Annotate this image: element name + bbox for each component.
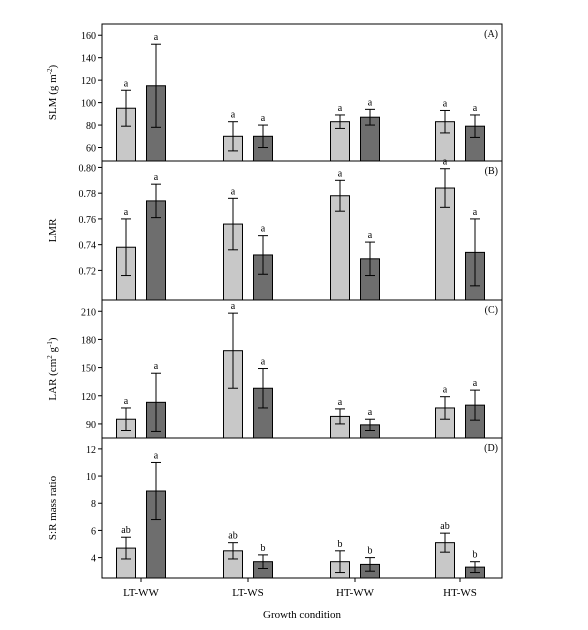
panel-c: 90 120 150 180 210 a a a a a a a a (C) LAR (cm2 g-1) [46, 299, 503, 439]
panel-b-significance-letter: a [473, 207, 478, 218]
panel-c-y-axis-label-mid: g [47, 346, 59, 355]
x-tick-label: HT-WS [443, 587, 477, 599]
panel-c-significance-letter: a [473, 378, 478, 389]
panel-a-y-tick-label: 60 [86, 144, 96, 155]
panel-d-y-tick-label: 8 [91, 499, 96, 510]
panel-a-significance-letter: a [338, 103, 343, 114]
panel-b-axes: 0.72 0.74 0.76 0.78 0.80 a a a a a a a a [79, 157, 503, 301]
panel-d-significance-letter: b [473, 550, 478, 561]
panel-a-y-axis-label: SLM (g m-2) [46, 64, 59, 120]
panel-a-y-tick-label: 160 [81, 31, 96, 42]
panel-b-y-tick-label: 0.76 [79, 215, 97, 226]
panel-a-y-axis-label-sup: -2 [46, 68, 54, 74]
panel-a-y-tick-label: 140 [81, 54, 96, 65]
panel-a-y-tick-label: 100 [81, 99, 96, 110]
panel-a-y-axis-label-close: ) [47, 64, 59, 68]
panel-c-y-tick-label: 90 [86, 420, 96, 431]
panel-b: 0.72 0.74 0.76 0.78 0.80 a a a a a a a a (B) LMR [47, 157, 503, 301]
panel-d-significance-letter: b [338, 539, 343, 550]
panel-b-y-tick-label: 0.72 [79, 266, 97, 277]
panel-b-significance-letter: a [368, 230, 373, 241]
panel-c-significance-letter: a [338, 397, 343, 408]
panel-a-significance-letter: a [124, 78, 129, 89]
panel-d-y-tick-label: 10 [86, 472, 96, 483]
panel-b-significance-letter: a [231, 186, 236, 197]
panel-d-y-tick-label: 4 [91, 554, 96, 565]
panel-c-significance-letter: a [368, 407, 373, 418]
panel-d-frame [101, 437, 503, 579]
x-axis-category-labels: LT-WW LT-WS HT-WW HT-WS [123, 578, 477, 599]
panel-c-significance-letter: a [231, 301, 236, 312]
panel-a-axes: 60 80 100 120 140 160 a a a a a a a a [81, 23, 503, 162]
panel-d-significance-letter: ab [440, 521, 449, 532]
x-tick-label: LT-WW [123, 587, 159, 599]
panel-b-y-axis-label: LMR [47, 218, 59, 243]
panel-d-y-axis-label: S:R mass ratio [47, 475, 59, 540]
panel-a-significance-letter: a [443, 98, 448, 109]
panel-b-significance-letter: a [338, 168, 343, 179]
panel-c-y-axis-label-close: ) [47, 337, 59, 341]
panel-d-significance-letter: b [261, 543, 266, 554]
panel-b-y-tick-label: 0.74 [79, 241, 97, 252]
panel-d-y-tick-label: 6 [91, 526, 96, 537]
panel-c-y-tick-label: 210 [81, 307, 96, 318]
panel-a-label: (A) [484, 29, 498, 40]
panel-d-significance-letter: a [154, 450, 159, 461]
panel-a-y-tick-label: 120 [81, 76, 96, 87]
panel-b-label: (B) [485, 166, 498, 177]
panel-a-y-axis-label-text: SLM (g m [47, 74, 59, 120]
panel-d-label: (D) [484, 443, 498, 454]
panel-c-y-tick-label: 120 [81, 392, 96, 403]
panel-d-significance-letter: b [368, 546, 373, 557]
panel-c-significance-letter: a [154, 361, 159, 372]
panel-c-y-tick-label: 150 [81, 364, 96, 375]
panel-c-significance-letter: a [124, 396, 129, 407]
panel-d-y-tick-label: 12 [86, 445, 96, 456]
panel-b-y-tick-label: 0.78 [79, 189, 97, 200]
panel-a-significance-letter: a [261, 113, 266, 124]
panel-a-significance-letter: a [154, 32, 159, 43]
panel-b-y-tick-label: 0.80 [79, 163, 97, 174]
panel-c-y-axis-label-sup: 2 [46, 355, 54, 359]
x-axis-title: Growth condition [263, 609, 341, 621]
panel-c-y-axis-label-sup2: -1 [46, 341, 54, 347]
panel-b-significance-letter: a [124, 207, 129, 218]
panel-d-significance-letter: ab [121, 525, 130, 536]
panel-c-significance-letter: a [443, 385, 448, 396]
x-tick-label: HT-WW [336, 587, 375, 599]
panel-a-significance-letter: a [473, 103, 478, 114]
panel-c-y-axis-label-text: LAR (cm [47, 358, 59, 400]
panel-c-label: (C) [485, 305, 498, 316]
panel-c-y-axis-label: LAR (cm2 g-1) [46, 337, 59, 400]
panel-d-significance-letter: ab [228, 531, 237, 542]
panel-a-significance-letter: a [368, 97, 373, 108]
panel-b-significance-letter: a [443, 157, 448, 168]
panel-a: 60 80 100 120 140 160 a a a a a a a a (A) SLM (g m-2) [46, 23, 503, 162]
panel-b-significance-letter: a [154, 172, 159, 183]
panel-c-significance-letter: a [261, 357, 266, 368]
panel-c-axes: 90 120 150 180 210 a a a a a a a a [81, 299, 503, 439]
x-tick-label: LT-WS [232, 587, 264, 599]
panel-a-y-tick-label: 80 [86, 121, 96, 132]
panel-a-significance-letter: a [231, 110, 236, 121]
panel-b-significance-letter: a [261, 224, 266, 235]
panel-c-y-tick-label: 180 [81, 335, 96, 346]
